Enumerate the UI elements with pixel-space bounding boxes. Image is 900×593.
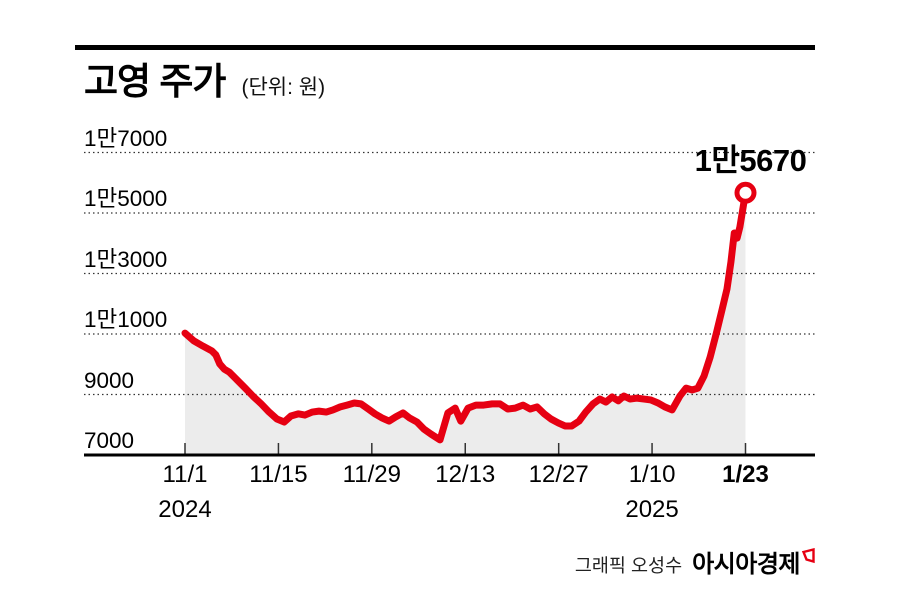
y-axis-label: 1만3000 <box>84 246 168 272</box>
last-price-annotation: 1만5670 <box>694 143 807 178</box>
x-axis-label: 11/29 <box>342 461 401 488</box>
title-block: 고영 주가 (단위: 원) <box>84 60 325 104</box>
y-axis-label: 9000 <box>84 367 135 393</box>
x-axis-year-label: 2025 <box>625 496 679 523</box>
y-axis-label: 7000 <box>84 428 135 453</box>
end-marker <box>734 181 757 204</box>
y-axis-label: 1만1000 <box>84 307 168 332</box>
x-axis-label: 1/23 <box>722 461 769 488</box>
x-axis-label: 12/13 <box>435 461 496 488</box>
brand-logo-mark <box>801 548 815 564</box>
unit-label: (단위: 원) <box>241 76 326 99</box>
x-axis-label: 12/27 <box>528 461 589 488</box>
page-title: 고영 주가 <box>84 61 226 102</box>
x-axis-label: 11/15 <box>249 461 308 488</box>
x-axis-label: 11/1 <box>162 461 208 488</box>
credit-line: 그래픽 오성수 아시아경제 <box>575 544 816 579</box>
x-axis-year-label: 2024 <box>158 496 212 523</box>
x-axis-label: 1/10 <box>628 461 676 488</box>
area-fill <box>185 192 746 456</box>
price-line <box>181 189 749 444</box>
brand-logo-text: 아시아경제 <box>692 551 800 578</box>
credit-text: 그래픽 오성수 <box>574 555 683 576</box>
y-axis-label: 1만5000 <box>84 186 168 211</box>
y-axis-label: 1만7000 <box>84 125 168 151</box>
top-rule <box>75 45 815 50</box>
